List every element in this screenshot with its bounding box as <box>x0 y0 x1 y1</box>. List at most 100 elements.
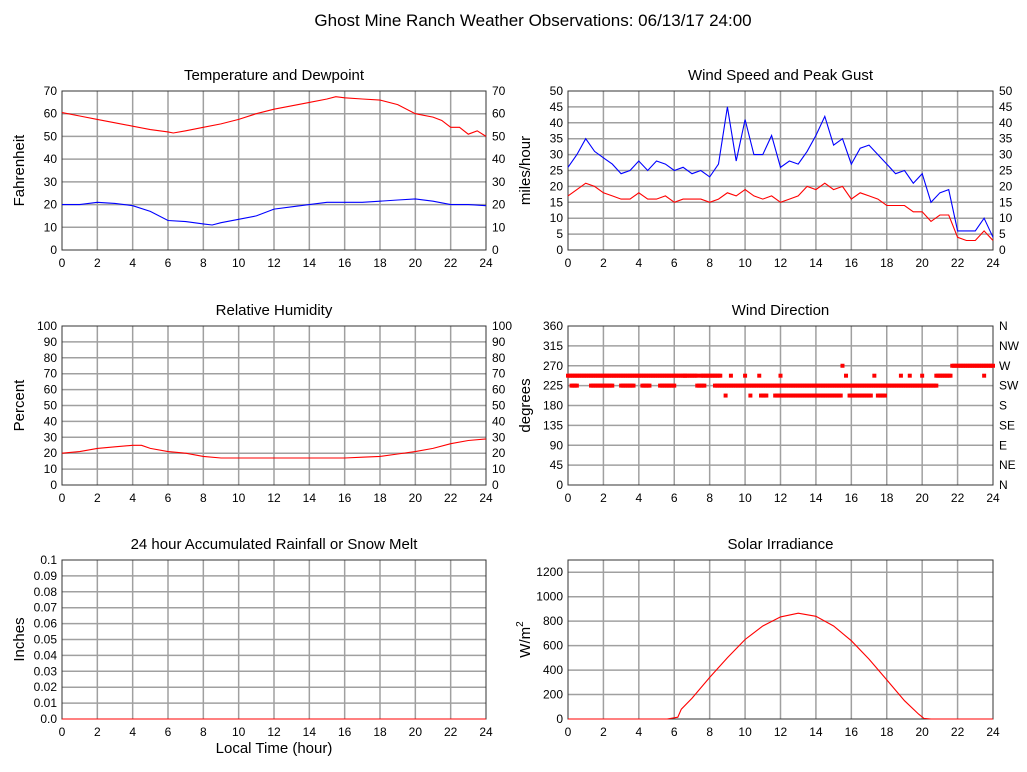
y-tick-label: 40 <box>550 116 564 130</box>
right-tick-label: 20 <box>999 179 1013 193</box>
x-tick-label: 8 <box>200 491 207 505</box>
x-tick-label: 24 <box>986 256 1000 270</box>
direction-point <box>610 383 615 388</box>
x-tick-label: 10 <box>232 256 246 270</box>
y-tick-label: 200 <box>543 688 563 702</box>
x-tick-label: 16 <box>845 256 859 270</box>
direction-point <box>907 373 912 378</box>
y-tick-label: 0.08 <box>34 585 58 599</box>
x-tick-label: 18 <box>880 725 894 739</box>
x-tick-label: 20 <box>409 491 423 505</box>
series-line-0 <box>567 106 994 238</box>
y-tick-label: 15 <box>550 195 564 209</box>
right-tick-label: N <box>999 319 1008 333</box>
x-tick-label: 12 <box>267 491 281 505</box>
right-tick-label: 90 <box>492 335 506 349</box>
y-tick-label: 10 <box>44 220 58 234</box>
right-tick-label: N <box>999 478 1008 492</box>
x-tick-label: 24 <box>479 725 493 739</box>
right-tick-label: E <box>999 438 1007 452</box>
x-tick-label: 10 <box>232 725 246 739</box>
x-tick-label: 4 <box>129 725 136 739</box>
chart-title: 24 hour Accumulated Rainfall or Snow Mel… <box>131 536 419 553</box>
series-line-1 <box>62 198 487 226</box>
x-tick-label: 20 <box>915 725 929 739</box>
x-tick-label: 22 <box>444 725 458 739</box>
x-tick-label: 18 <box>373 491 387 505</box>
direction-point <box>778 373 783 378</box>
y-tick-label: 90 <box>44 335 58 349</box>
x-tick-label: 4 <box>129 256 136 270</box>
x-tick-label: 22 <box>951 725 965 739</box>
y-tick-label: 800 <box>543 614 563 628</box>
direction-point <box>695 373 700 378</box>
y-tick-label: 45 <box>550 100 564 114</box>
direction-point <box>672 383 677 388</box>
y-tick-label: 50 <box>44 129 58 143</box>
direction-point <box>920 373 925 378</box>
series-line-1 <box>567 182 994 242</box>
y-tick-label: 20 <box>44 198 58 212</box>
right-tick-label: 30 <box>492 175 506 189</box>
direction-point <box>840 363 845 368</box>
x-tick-label: 16 <box>845 725 859 739</box>
y-tick-label: 40 <box>44 152 58 166</box>
y-tick-label: 0.01 <box>34 696 58 710</box>
y-tick-label: 70 <box>44 367 58 381</box>
right-tick-label: 100 <box>492 319 512 333</box>
plot-frame <box>567 90 994 251</box>
direction-point <box>764 393 769 398</box>
right-tick-label: 60 <box>492 107 506 121</box>
right-tick-label: 70 <box>492 367 506 381</box>
right-tick-label: SE <box>999 418 1015 432</box>
y-tick-label: 0 <box>556 478 563 492</box>
x-tick-label: 10 <box>232 491 246 505</box>
right-tick-label: 50 <box>492 129 506 143</box>
x-tick-label: 20 <box>409 725 423 739</box>
y-axis-label: miles/hour <box>517 136 534 205</box>
series-line-0 <box>61 438 487 459</box>
x-tick-label: 8 <box>200 725 207 739</box>
x-tick-label: 2 <box>94 725 101 739</box>
right-tick-label: 50 <box>492 399 506 413</box>
x-tick-label: 14 <box>303 256 317 270</box>
x-tick-label: 16 <box>338 256 352 270</box>
x-tick-label: 2 <box>600 725 607 739</box>
chart-title: Temperature and Dewpoint <box>184 67 365 84</box>
series-line-0 <box>61 96 487 137</box>
y-tick-label: 5 <box>556 227 563 241</box>
x-tick-label: 4 <box>129 491 136 505</box>
direction-point <box>723 393 728 398</box>
direction-point <box>991 363 995 368</box>
right-tick-label: W <box>999 359 1011 373</box>
x-tick-label: 4 <box>635 725 642 739</box>
y-tick-label: 40 <box>44 414 58 428</box>
x-tick-label: 10 <box>738 725 752 739</box>
x-tick-label: 10 <box>738 491 752 505</box>
direction-point <box>748 393 753 398</box>
x-tick-label: 2 <box>600 491 607 505</box>
y-tick-label: 50 <box>550 84 564 98</box>
x-tick-label: 20 <box>915 256 929 270</box>
plot-frame <box>567 325 994 486</box>
x-tick-label: 20 <box>915 491 929 505</box>
x-tick-label: 0 <box>59 491 66 505</box>
series-line-0 <box>568 612 993 720</box>
x-tick-label: 6 <box>165 256 172 270</box>
y-tick-label: 600 <box>543 639 563 653</box>
y-tick-label: 180 <box>543 399 563 413</box>
x-tick-label: 14 <box>303 491 317 505</box>
right-tick-label: 70 <box>492 84 506 98</box>
x-tick-label: 14 <box>809 491 823 505</box>
y-tick-label: 0 <box>50 243 57 257</box>
x-tick-label: 18 <box>880 491 894 505</box>
right-tick-label: 25 <box>999 164 1013 178</box>
y-axis-label: Percent <box>11 379 28 432</box>
right-tick-label: 0 <box>492 243 499 257</box>
y-tick-label: 0.05 <box>34 633 58 647</box>
y-tick-label: 70 <box>44 84 58 98</box>
plot-frame <box>61 325 487 486</box>
y-tick-label: 60 <box>44 383 58 397</box>
right-tick-label: 35 <box>999 132 1013 146</box>
